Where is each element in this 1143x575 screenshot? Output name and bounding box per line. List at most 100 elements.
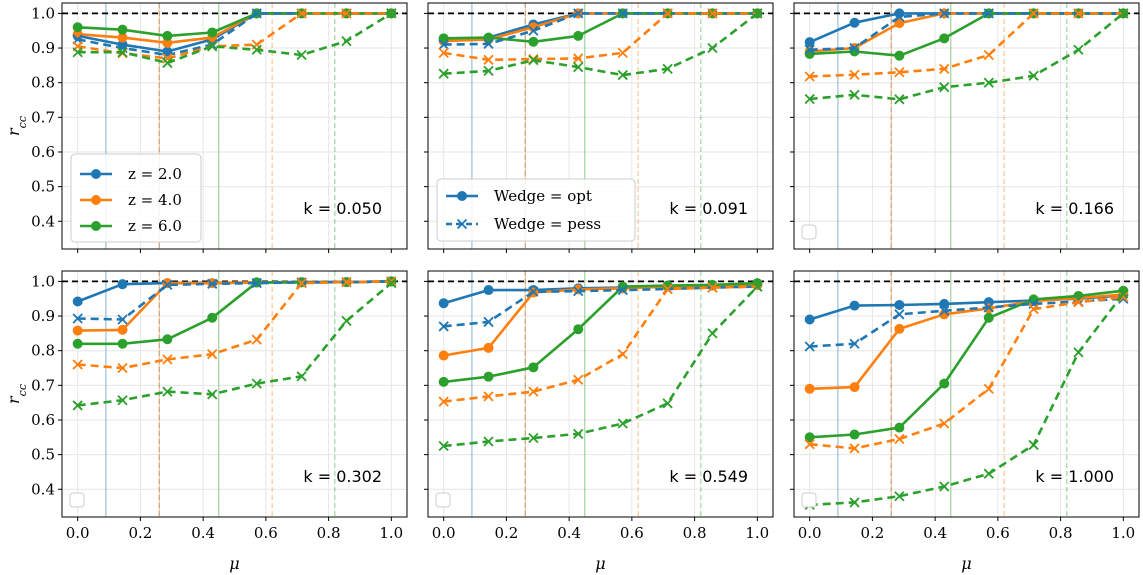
data-point (617, 418, 628, 429)
data-point (804, 432, 815, 443)
data-point (117, 338, 128, 349)
data-point (939, 378, 950, 389)
data-point (894, 433, 905, 445)
panel-5: 0.0 0.2 0.4 0.6 0.8 1.0 k = 0.549 μ (424, 270, 774, 573)
data-point (707, 8, 718, 19)
data-point (617, 284, 628, 296)
data-point (894, 422, 905, 433)
plot-area (428, 271, 773, 517)
data-point (849, 42, 860, 54)
data-point (752, 281, 763, 292)
data-point (939, 33, 950, 44)
x-tick-label: 0.6 (254, 524, 278, 542)
data-point (251, 44, 262, 55)
data-point (804, 93, 815, 105)
y-tick-label: 0.8 (31, 342, 55, 360)
data-point (72, 22, 83, 33)
data-point (662, 398, 673, 409)
series-line-z2.0-pess (443, 285, 758, 328)
data-point (662, 8, 673, 19)
legend-label: z = 2.0 (128, 165, 182, 183)
data-point (804, 71, 815, 82)
data-point (528, 286, 539, 297)
x-tick-label: 1.0 (1111, 524, 1135, 542)
data-point (483, 316, 494, 328)
data-point (983, 468, 994, 479)
k-value-label: k = 0.549 (669, 467, 748, 486)
data-point (528, 55, 539, 66)
data-point (804, 383, 815, 394)
data-point (207, 312, 218, 323)
series-line-z2.0-pess (809, 12, 1124, 52)
data-point (296, 371, 307, 382)
data-point (939, 82, 950, 93)
data-point (1118, 288, 1129, 299)
x-tick-label: 0.0 (66, 524, 90, 542)
legend-redshift: z = 2.0 z = 4.0 z = 6.0 (70, 153, 202, 243)
x-axis-label: μ (595, 554, 605, 573)
data-point (528, 36, 539, 47)
y-tick-label: 1.0 (31, 4, 55, 22)
data-point (483, 391, 494, 402)
data-point (251, 277, 262, 289)
data-point (983, 302, 994, 313)
data-point (983, 8, 994, 19)
data-point (341, 315, 352, 327)
data-point (849, 382, 860, 393)
data-point (573, 284, 584, 295)
data-point (804, 314, 815, 325)
axes-frame (427, 270, 774, 518)
legend-marker (91, 195, 101, 205)
data-point (162, 278, 173, 289)
series-line-z4.0-pess (443, 285, 758, 403)
data-point (1073, 347, 1084, 358)
series-line-z6.0-pess (77, 282, 393, 407)
data-point (296, 8, 307, 19)
legend-label: Wedge = opt (494, 187, 592, 205)
data-point (939, 481, 950, 492)
series-line-z6.0-pess (809, 12, 1125, 101)
data-point (72, 47, 83, 58)
data-point (894, 94, 905, 105)
data-point (162, 386, 173, 397)
data-point (939, 418, 950, 429)
data-point (72, 338, 83, 349)
data-point (849, 443, 860, 454)
data-point (617, 47, 628, 59)
data-point (438, 47, 449, 59)
data-point (341, 8, 352, 19)
data-point (573, 61, 584, 73)
data-point (438, 321, 449, 332)
x-tick-label: 0.2 (860, 524, 884, 542)
k-value-label: k = 0.050 (303, 199, 382, 218)
series-line-z6.0-pess (77, 12, 392, 65)
data-point (117, 362, 128, 374)
data-point (341, 276, 352, 288)
y-tick-label: 0.4 (31, 212, 55, 230)
series-line-z4.0-pess (809, 295, 1124, 450)
x-tick-label: 1.0 (745, 524, 769, 542)
legend-box (436, 178, 636, 242)
empty-legend-box (801, 492, 817, 508)
data-point (1073, 8, 1084, 19)
y-tick-label: 0.4 (31, 480, 55, 498)
data-point (573, 285, 584, 297)
series-line-z6.0-opt (77, 280, 392, 346)
legend-marker (91, 221, 101, 231)
data-point (849, 497, 860, 508)
data-point (207, 389, 218, 400)
empty-legend-box (801, 224, 817, 240)
x-axis-label: μ (961, 554, 971, 573)
plot-area (62, 271, 407, 517)
data-point (386, 277, 397, 289)
data-point (662, 283, 673, 295)
data-point (528, 362, 539, 373)
x-tick-label: 0.2 (128, 524, 152, 542)
legend-marker (91, 169, 101, 179)
x-tick-label: 0.6 (986, 524, 1010, 542)
legend-box (70, 153, 202, 243)
k-value-label: k = 0.302 (303, 467, 382, 486)
data-point (438, 376, 449, 387)
data-point (939, 305, 950, 316)
